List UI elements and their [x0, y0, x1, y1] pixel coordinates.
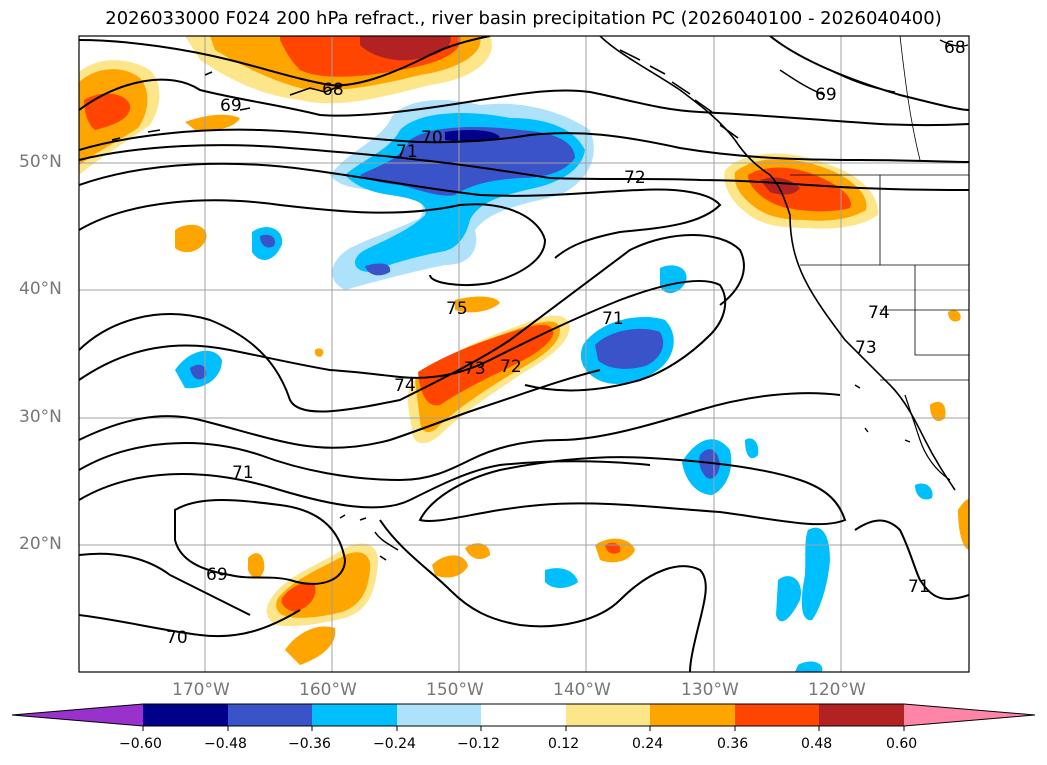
lat-tick-label: 50°N — [19, 152, 62, 172]
colorbar-tick-label: −0.36 — [288, 736, 331, 752]
colorbar-tick-label: −0.12 — [457, 736, 500, 752]
contour-label: 71 — [232, 463, 254, 483]
gulf-alaska-negative-anomaly — [252, 100, 594, 290]
colorbar-segment — [819, 704, 904, 726]
colorbar-segment — [735, 704, 819, 726]
colorbar-segment — [397, 704, 481, 726]
colorbar-segment — [566, 704, 650, 726]
lon-tick-label: 140°W — [553, 680, 611, 700]
pacific-northwest-positive-anomaly — [724, 153, 879, 229]
contour-label: 74 — [394, 376, 416, 396]
lon-tick-label: 120°W — [808, 680, 866, 700]
colorbar-tick-label: 0.12 — [548, 736, 580, 752]
contour-label: 70 — [421, 128, 443, 148]
lat-tick-label: 40°N — [19, 279, 62, 299]
contour-label: 71 — [396, 142, 418, 162]
colorbar-ticks — [142, 726, 905, 731]
california-offshore-negative-anomaly — [175, 265, 687, 389]
lat-tick-label: 30°N — [19, 407, 62, 427]
contour-label: 72 — [624, 168, 646, 188]
contour-label: 71 — [602, 309, 624, 329]
colorbar-tick-label: 0.60 — [886, 736, 918, 752]
colorbar-tick-label: 0.24 — [632, 736, 664, 752]
coastlines — [111, 36, 969, 561]
contour-label: 68 — [322, 80, 344, 100]
lon-tick-label: 170°W — [172, 680, 230, 700]
lon-tick-label: 150°W — [426, 680, 484, 700]
contour-label: 70 — [166, 628, 188, 648]
colorbar-segment — [481, 704, 566, 726]
bering-positive-anomaly — [79, 60, 240, 253]
contour-label: 69 — [206, 565, 228, 585]
contour-label: 69 — [220, 96, 242, 116]
hawaii-positive-anomaly — [248, 310, 969, 665]
lon-tick-label: 130°W — [681, 680, 739, 700]
contour-label: 69 — [815, 85, 837, 105]
map-gridlines — [79, 36, 969, 672]
contour-label: 68 — [944, 38, 966, 58]
colorbar — [11, 703, 1036, 731]
colorbar-tick-label: −0.48 — [204, 736, 247, 752]
subtropical-east-negative-anomaly — [545, 438, 933, 672]
contour-labels: 69 68 70 71 72 69 68 75 71 74 73 72 74 7… — [166, 38, 966, 648]
contour-label: 74 — [868, 303, 890, 323]
lat-tick-label: 20°N — [19, 534, 62, 554]
plot-frame — [78, 35, 970, 673]
subtropical-plume-positive-anomaly — [407, 296, 570, 444]
colorbar-tick-label: −0.60 — [119, 736, 162, 752]
colorbar-tick-label: −0.24 — [373, 736, 416, 752]
contour-label: 73 — [464, 359, 486, 379]
refractivity-contours — [79, 36, 969, 672]
colorbar-extend-low — [12, 704, 143, 726]
colorbar-tick-label: 0.36 — [717, 736, 749, 752]
colorbar-segment — [650, 704, 735, 726]
colorbar-extend-high — [904, 704, 1035, 726]
contour-label: 73 — [855, 338, 877, 358]
contour-label: 75 — [446, 299, 468, 319]
contour-label: 71 — [908, 577, 930, 597]
colorbar-segment — [228, 704, 312, 726]
contour-label: 72 — [500, 357, 522, 377]
chart-title: 2026033000 F024 200 hPa refract., river … — [105, 8, 942, 29]
lon-tick-label: 160°W — [299, 680, 357, 700]
alaska-positive-anomaly — [185, 36, 492, 104]
colorbar-segment — [143, 704, 228, 726]
colorbar-segment — [312, 704, 397, 726]
colorbar-tick-label: 0.48 — [801, 736, 833, 752]
